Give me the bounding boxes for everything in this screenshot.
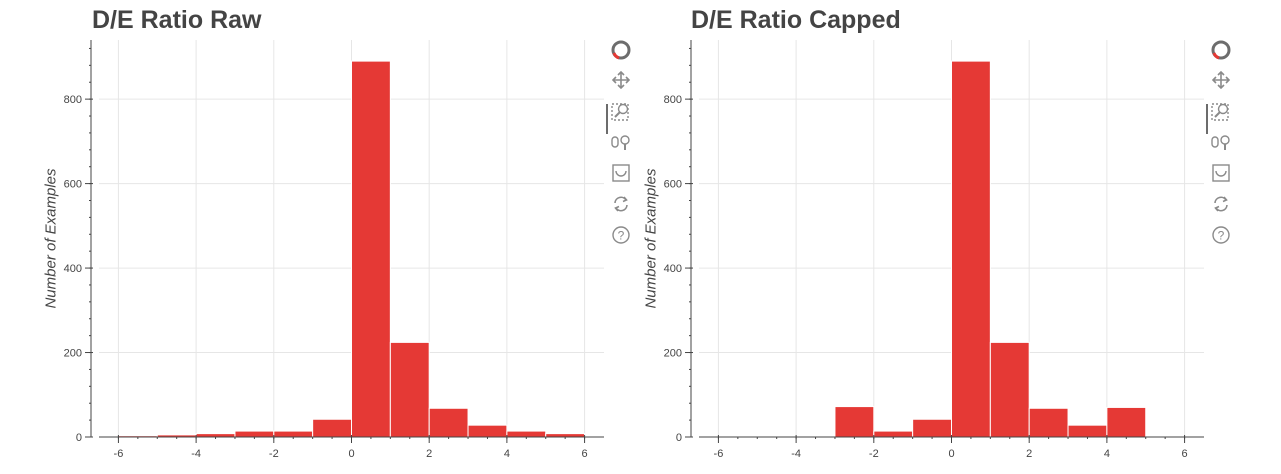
x-tick-label: -6 <box>714 448 724 460</box>
histogram-bar <box>989 341 1030 438</box>
y-tick-label: 0 <box>676 432 682 444</box>
pan-icon[interactable] <box>609 68 633 92</box>
plot-area[interactable]: -6 -4 -2 0 2 4 6 0 200 400 600 800 <box>0 0 640 474</box>
histogram-bar <box>389 341 430 438</box>
chart-panel-raw: D/E Ratio Raw Number of Examples -6 -4 -2 0… <box>0 0 640 474</box>
wheel-zoom-icon[interactable] <box>1209 130 1233 154</box>
x-tick-label: -4 <box>191 448 201 460</box>
histogram-bar <box>351 60 391 438</box>
histogram-bar <box>545 433 586 438</box>
x-tick-label: 4 <box>1104 448 1110 460</box>
x-tick-label: 6 <box>1182 448 1188 460</box>
histogram-bar <box>428 407 469 438</box>
x-tick-label: -4 <box>791 448 801 460</box>
svg-text:?: ? <box>1218 229 1225 243</box>
histogram-bar <box>873 430 914 438</box>
chart-panel-capped: D/E Ratio Capped Number of Examples -6 -4… <box>600 0 1240 474</box>
y-tick-label: 0 <box>76 432 82 444</box>
chart-title: D/E Ratio Raw <box>92 6 262 34</box>
chart-title: D/E Ratio Capped <box>691 6 901 34</box>
svg-text:?: ? <box>618 229 625 243</box>
histogram-bar <box>195 433 236 438</box>
y-tick-label: 400 <box>64 263 82 275</box>
save-icon[interactable] <box>1209 161 1233 185</box>
x-tick-label: 0 <box>948 448 954 460</box>
pan-icon[interactable] <box>1209 68 1233 92</box>
bokeh-logo-icon[interactable] <box>1209 38 1233 62</box>
y-tick-label: 800 <box>664 94 682 106</box>
histogram-bar <box>951 60 991 438</box>
box-zoom-icon[interactable] <box>609 99 633 123</box>
y-tick-label: 600 <box>664 179 682 191</box>
help-icon[interactable]: ? <box>1209 223 1233 247</box>
save-icon[interactable] <box>609 161 633 185</box>
y-tick-label: 600 <box>64 179 82 191</box>
active-tool-indicator <box>606 104 608 134</box>
histogram-bar <box>1067 424 1108 438</box>
x-tick-label: 2 <box>1026 448 1032 460</box>
x-tick-label: -2 <box>269 448 279 460</box>
x-tick-label: -6 <box>114 448 124 460</box>
histogram-bar <box>312 418 352 438</box>
histogram-bar <box>467 424 508 438</box>
x-tick-label: 2 <box>426 448 432 460</box>
histogram-bar <box>1106 406 1147 438</box>
histogram-bar <box>834 406 875 438</box>
x-tick-label: 6 <box>582 448 588 460</box>
histogram-bar <box>506 430 547 438</box>
bokeh-logo-icon[interactable] <box>609 38 633 62</box>
help-icon[interactable]: ? <box>609 223 633 247</box>
y-tick-label: 400 <box>664 263 682 275</box>
histogram-bar <box>912 418 952 438</box>
y-tick-label: 800 <box>64 94 82 106</box>
histogram-bar <box>234 430 275 438</box>
y-tick-label: 200 <box>664 348 682 360</box>
wheel-zoom-icon[interactable] <box>609 130 633 154</box>
x-tick-label: 0 <box>348 448 354 460</box>
histogram-bar <box>273 430 314 438</box>
x-tick-label: 4 <box>504 448 510 460</box>
x-tick-label: -2 <box>869 448 879 460</box>
active-tool-indicator <box>1206 104 1208 134</box>
y-tick-label: 200 <box>64 348 82 360</box>
box-zoom-icon[interactable] <box>1209 99 1233 123</box>
plot-area[interactable]: -6 -4 -2 0 2 4 6 0 200 400 600 800 <box>600 0 1240 474</box>
reset-icon[interactable] <box>609 192 633 216</box>
reset-icon[interactable] <box>1209 192 1233 216</box>
histogram-bar <box>1028 407 1069 438</box>
